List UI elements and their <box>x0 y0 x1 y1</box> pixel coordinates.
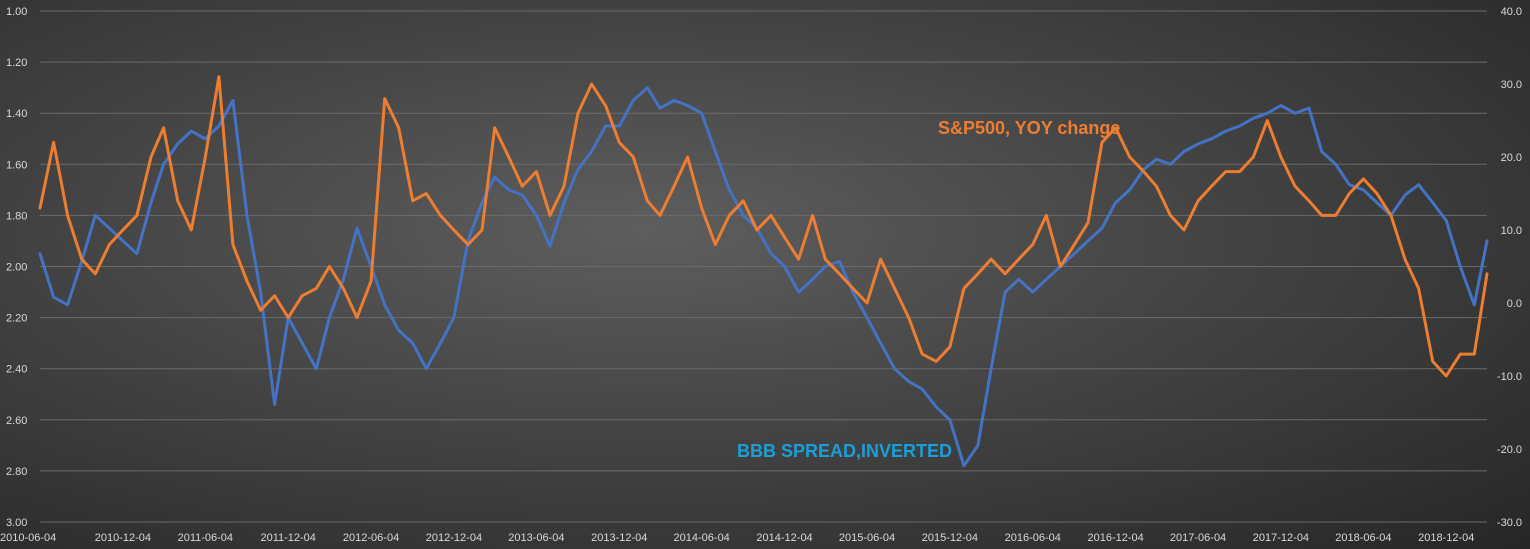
y-right-tick-label: 20.0 <box>1501 152 1522 164</box>
y-left-tick-label: 2.80 <box>6 466 27 478</box>
x-axis: 2010-06-04 2010-12-04 2011-06-04 2011-12-04… <box>0 532 1474 544</box>
bbb-annotation: BBB SPREAD,INVERTED <box>737 441 952 461</box>
x-tick-label: 2010-06-04 <box>0 532 56 544</box>
sp500-annotation: S&P500, YOY change <box>938 118 1120 138</box>
bbb-spread-line <box>38 86 1489 468</box>
gridlines <box>40 10 1487 523</box>
x-tick-label: 2010-12-04 <box>95 532 151 544</box>
x-tick-label: 2014-12-04 <box>756 532 812 544</box>
x-tick-label: 2018-12-04 <box>1418 532 1474 544</box>
x-tick-label: 2012-12-04 <box>426 532 482 544</box>
right-axis: 40.0 30.0 20.0 10.0 0.0 -10.0 -20.0 -30.0 <box>1497 6 1522 529</box>
y-left-tick-label: 2.20 <box>6 313 27 325</box>
series-group <box>38 75 1489 468</box>
x-tick-label: 2015-12-04 <box>922 532 978 544</box>
x-tick-label: 2014-06-04 <box>674 532 730 544</box>
y-left-tick-label: 1.80 <box>6 210 27 222</box>
y-left-tick-label: 2.00 <box>6 262 27 274</box>
y-left-tick-label: 1.00 <box>6 6 27 18</box>
y-left-tick-label: 1.60 <box>6 159 27 171</box>
x-tick-label: 2018-06-04 <box>1335 532 1391 544</box>
y-left-tick-label: 1.20 <box>6 57 27 69</box>
y-right-tick-label: 30.0 <box>1501 79 1522 91</box>
x-tick-label: 2017-12-04 <box>1253 532 1309 544</box>
y-right-tick-label: -10.0 <box>1497 371 1522 383</box>
x-tick-label: 2013-12-04 <box>591 532 647 544</box>
y-left-tick-label: 1.40 <box>6 108 27 120</box>
y-left-tick-label: 3.00 <box>6 517 27 529</box>
y-right-tick-label: 0.0 <box>1507 298 1522 310</box>
x-tick-label: 2011-12-04 <box>260 532 315 544</box>
x-tick-label: 2016-06-04 <box>1005 532 1061 544</box>
y-right-tick-label: -20.0 <box>1497 444 1522 456</box>
left-axis: 1.00 1.20 1.40 1.60 1.80 2.00 2.20 2.40 2.60 2.80… <box>6 6 27 529</box>
y-right-tick-label: 10.0 <box>1501 225 1522 237</box>
y-right-tick-label: 40.0 <box>1501 6 1522 18</box>
y-left-tick-label: 2.40 <box>6 364 27 376</box>
x-tick-label: 2017-06-04 <box>1170 532 1226 544</box>
x-tick-label: 2016-12-04 <box>1087 532 1143 544</box>
x-tick-label: 2011-06-04 <box>178 532 233 544</box>
sp500-yoy-line <box>38 75 1489 378</box>
y-right-tick-label: -30.0 <box>1497 517 1522 529</box>
y-left-tick-label: 2.60 <box>6 415 27 427</box>
x-tick-label: 2015-06-04 <box>839 532 895 544</box>
x-tick-label: 2013-06-04 <box>508 532 564 544</box>
x-tick-label: 2012-06-04 <box>343 532 399 544</box>
